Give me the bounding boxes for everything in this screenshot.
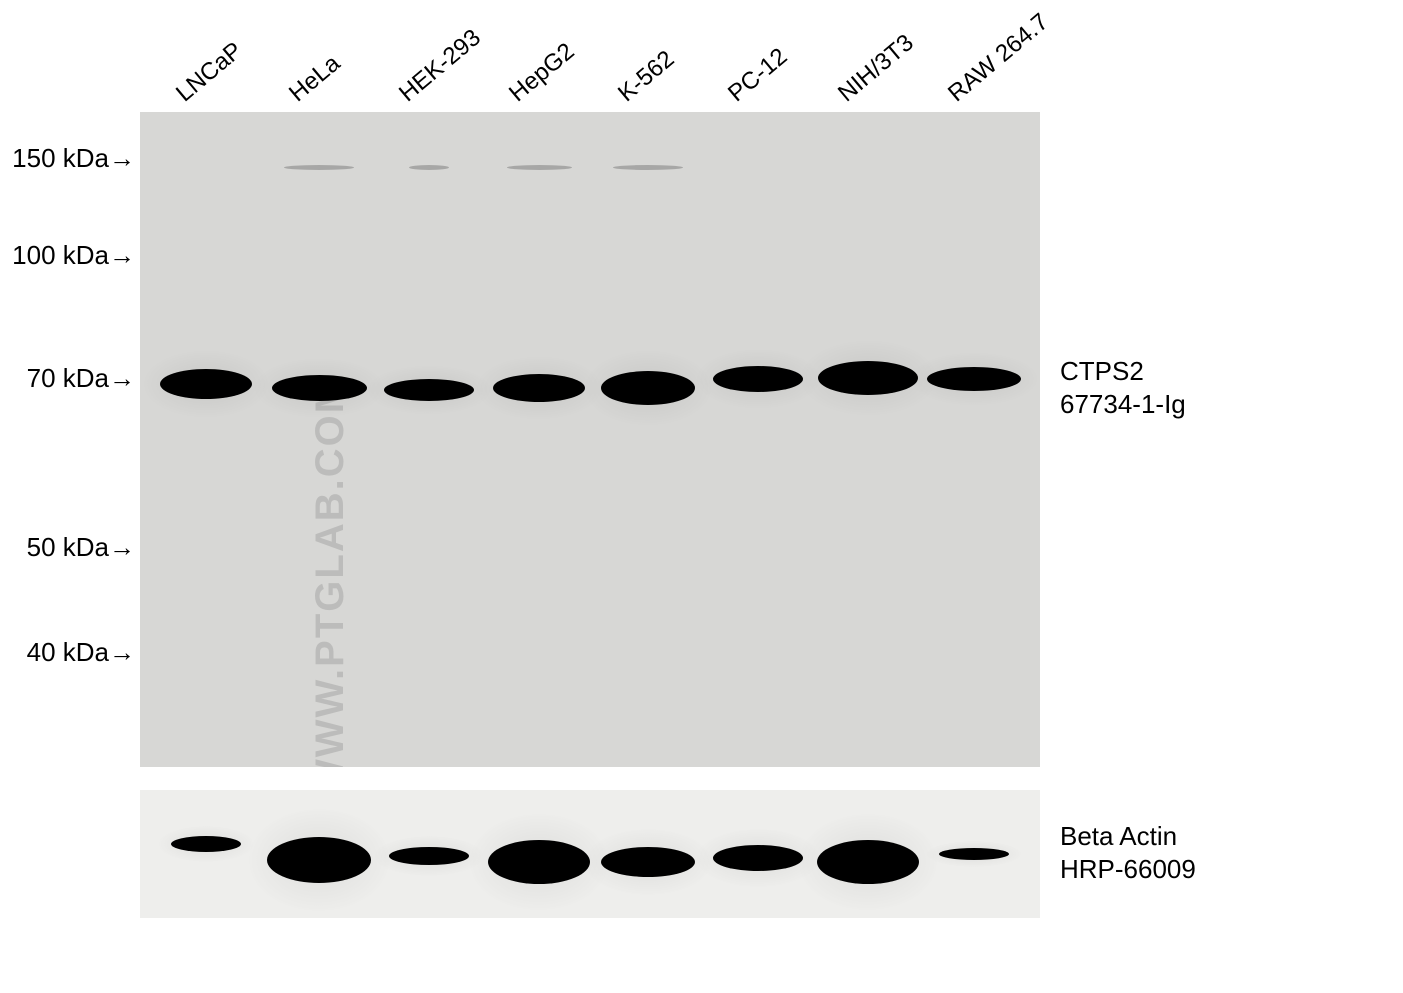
band-halo bbox=[249, 809, 389, 910]
lane-label: RAW 264.7 bbox=[943, 8, 1054, 108]
lane-label-row: LNCaPHeLaHEK-293HepG2K-562PC-12NIH/3T3RA… bbox=[158, 18, 1040, 108]
label-line: 67734-1-Ig bbox=[1060, 389, 1186, 419]
lane-label: HepG2 bbox=[504, 38, 580, 108]
band-halo bbox=[144, 351, 268, 417]
right-label-actin: Beta Actin HRP-66009 bbox=[1060, 820, 1196, 885]
lane-label: NIH/3T3 bbox=[833, 29, 919, 108]
faint-band bbox=[284, 165, 354, 170]
watermark-text: WWW.PTGLAB.COM bbox=[308, 378, 352, 767]
label-line: CTPS2 bbox=[1060, 356, 1144, 386]
label-line: Beta Actin bbox=[1060, 821, 1177, 851]
blot-panel-ctps2: WWW.PTGLAB.COM bbox=[140, 112, 1040, 767]
lane-label: HeLa bbox=[284, 50, 346, 108]
band-halo bbox=[585, 351, 712, 426]
western-blot-figure: LNCaP HeLa HEK-293HepG2 K-562 PC-12 NIH/3T3 RA… bbox=[0, 0, 1403, 993]
band-halo bbox=[255, 359, 383, 416]
band-halo bbox=[585, 829, 712, 895]
band-halo bbox=[159, 826, 254, 861]
watermark: WWW.PTGLAB.COM bbox=[308, 237, 378, 767]
mw-marker: 50 kDa→ bbox=[0, 532, 135, 563]
lane-label: LNCaP bbox=[171, 37, 248, 108]
band-halo bbox=[927, 841, 1022, 867]
band-halo bbox=[368, 366, 490, 414]
blot-panel-actin bbox=[140, 790, 1040, 918]
mw-marker: 40 kDa→ bbox=[0, 637, 135, 668]
lane-label: K-562 bbox=[613, 45, 680, 108]
lane-label: HEK-293 bbox=[394, 24, 487, 108]
lane-label: PC-12 bbox=[723, 43, 793, 108]
band-halo bbox=[799, 814, 937, 911]
faint-band bbox=[613, 165, 683, 170]
mw-marker: 150 kDa→ bbox=[0, 143, 135, 174]
band-halo bbox=[911, 353, 1038, 406]
band-halo bbox=[375, 836, 483, 876]
faint-band bbox=[409, 165, 449, 170]
faint-band bbox=[507, 165, 572, 170]
right-label-ctps2: CTPS2 67734-1-Ig bbox=[1060, 355, 1186, 420]
label-line: HRP-66009 bbox=[1060, 854, 1196, 884]
mw-marker: 70 kDa→ bbox=[0, 363, 135, 394]
band-halo bbox=[477, 357, 601, 419]
mw-marker: 100 kDa→ bbox=[0, 240, 135, 271]
